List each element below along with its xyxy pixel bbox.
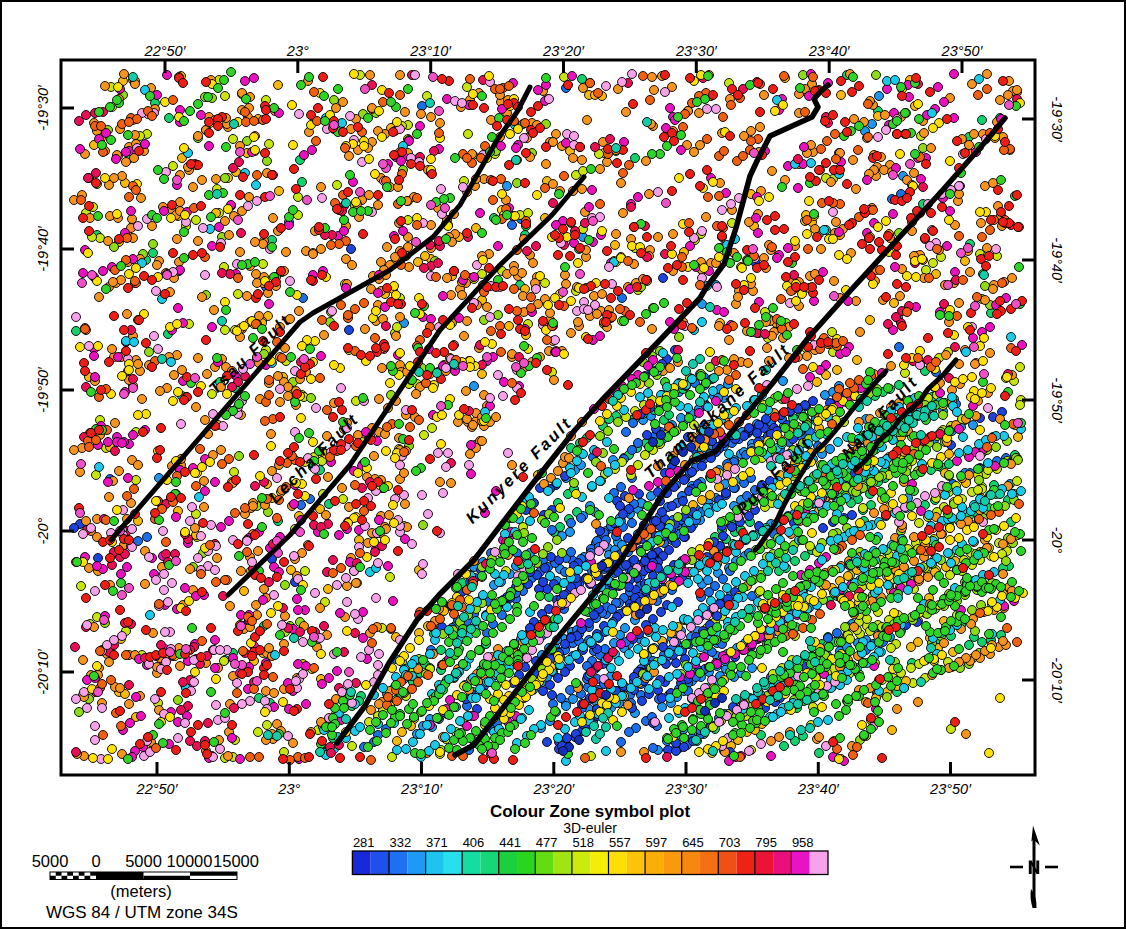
svg-text:5000: 5000 (32, 852, 69, 870)
svg-text:(meters): (meters) (110, 882, 171, 900)
svg-text:23°30′: 23°30′ (665, 781, 708, 797)
svg-text:23°50′: 23°50′ (929, 781, 972, 797)
svg-text:3D-euler: 3D-euler (563, 820, 617, 836)
svg-text:Colour Zone symbol plot: Colour Zone symbol plot (490, 802, 691, 821)
svg-text:-19°30′: -19°30′ (1049, 96, 1065, 143)
svg-text:23°20′: 23°20′ (542, 43, 585, 59)
svg-text:406: 406 (463, 835, 485, 850)
svg-text:-19°40′: -19°40′ (35, 225, 51, 272)
svg-text:23°10′: 23°10′ (400, 781, 443, 797)
svg-text:-20°: -20° (35, 517, 51, 544)
svg-text:645: 645 (682, 835, 704, 850)
svg-text:23°40′: 23°40′ (808, 43, 851, 59)
svg-text:518: 518 (572, 835, 594, 850)
svg-text:23°40′: 23°40′ (797, 781, 840, 797)
svg-text:-20°10′: -20°10′ (1049, 657, 1065, 704)
svg-text:22°50′: 22°50′ (144, 43, 187, 59)
svg-text:-19°50′: -19°50′ (35, 366, 51, 413)
svg-text:371: 371 (426, 835, 448, 850)
svg-text:5000: 5000 (125, 852, 162, 870)
svg-text:15000: 15000 (213, 852, 259, 870)
svg-text:WGS 84 / UTM zone 34S: WGS 84 / UTM zone 34S (46, 903, 238, 922)
svg-text:332: 332 (389, 835, 411, 850)
svg-text:10000: 10000 (167, 852, 213, 870)
svg-text:23°10′: 23°10′ (409, 43, 452, 59)
svg-text:23°: 23° (286, 43, 309, 59)
svg-text:597: 597 (646, 835, 668, 850)
svg-text:-19°50′: -19°50′ (1049, 377, 1065, 424)
svg-text:477: 477 (536, 835, 558, 850)
svg-text:0: 0 (91, 852, 100, 870)
svg-text:-20°10′: -20°10′ (35, 648, 51, 695)
svg-text:958: 958 (792, 835, 814, 850)
svg-text:795: 795 (755, 835, 777, 850)
svg-text:-19°30′: -19°30′ (35, 84, 51, 131)
svg-text:23°: 23° (277, 781, 300, 797)
svg-text:-20°: -20° (1049, 527, 1065, 554)
svg-text:441: 441 (499, 835, 521, 850)
svg-text:23°30′: 23°30′ (675, 43, 718, 59)
svg-text:703: 703 (719, 835, 741, 850)
svg-text:23°20′: 23°20′ (532, 781, 575, 797)
svg-text:23°50′: 23°50′ (941, 43, 984, 59)
svg-text:-19°40′: -19°40′ (1049, 237, 1065, 284)
svg-text:557: 557 (609, 835, 631, 850)
svg-text:281: 281 (353, 835, 375, 850)
svg-text:22°50′: 22°50′ (136, 781, 179, 797)
